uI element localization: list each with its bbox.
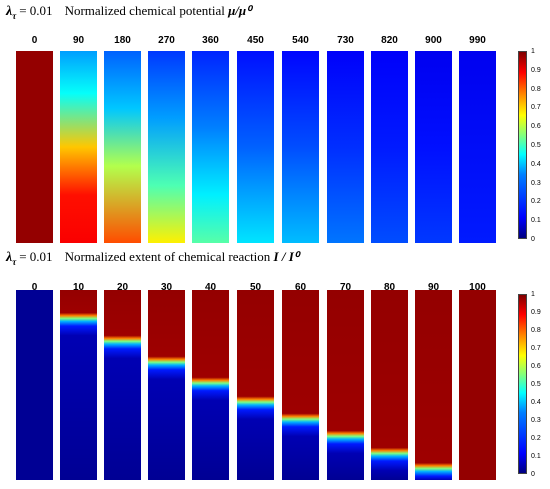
column-label: 360: [202, 35, 219, 46]
column-label: 90: [72, 35, 85, 46]
field-strip: [459, 51, 496, 243]
colorbar-tick-label: 0.6: [531, 363, 541, 370]
field-strip: [60, 51, 97, 243]
column-label: 730: [337, 35, 354, 46]
lambda-value: = 0.01: [19, 3, 53, 18]
panel2-title: Normalized extent of chemical reaction: [64, 249, 271, 264]
column-label: 20: [116, 282, 129, 293]
colorbar-tick-label: 1: [531, 48, 535, 55]
colorbar-tick-label: 0.5: [531, 142, 541, 149]
colorbar-tick-label: 0.1: [531, 453, 541, 460]
field-strip: [104, 51, 141, 243]
column-label: 0: [31, 282, 38, 293]
field-strip: [192, 290, 229, 480]
field-strip: [148, 290, 185, 480]
colorbar-tick-label: 0.8: [531, 327, 541, 334]
reaction-extent-panel: 0 10 20 30 40 50 60 70 80 90 100 1 0.9 0.8 0.7 0.6 0.5 0.…: [0, 282, 550, 487]
colorbar-tick-label: 0.5: [531, 381, 541, 388]
field-strip: [282, 290, 319, 480]
colorbar-tick-label: 0.2: [531, 198, 541, 206]
chemical-potential-panel: 0 90 180 270 360 450 540 730 820 900 990 1 0.9 0.8 0.7…: [0, 35, 550, 250]
column-label: 60: [294, 282, 307, 293]
field-strip: [282, 51, 319, 243]
field-strip: [104, 290, 141, 480]
column-label: 990: [469, 35, 486, 46]
field-strip: [237, 51, 274, 243]
field-strip: [237, 290, 274, 480]
column-label: 900: [425, 35, 442, 46]
colorbar-tick-label: 0: [531, 236, 535, 243]
column-label: 10: [72, 282, 85, 293]
column-label: 820: [381, 35, 398, 46]
colorbar: [518, 294, 527, 474]
panel1-title: Normalized chemical potential: [64, 3, 225, 18]
column-label: 100: [469, 282, 486, 293]
field-strip: [60, 290, 97, 480]
column-label: 540: [292, 35, 309, 46]
field-strip: [16, 290, 53, 480]
colorbar-tick-label: 0.7: [531, 104, 541, 112]
column-label: 270: [158, 35, 175, 46]
field-strip: [415, 51, 452, 243]
column-label: 180: [114, 35, 131, 46]
column-label: 40: [204, 282, 217, 293]
colorbar-tick-label: 0.4: [531, 399, 541, 406]
lambda-value: = 0.01: [19, 249, 53, 264]
colorbar-tick-label: 0.3: [531, 179, 541, 187]
column-label: 30: [160, 282, 173, 293]
column-label: 50: [249, 282, 262, 293]
colorbar-tick-label: 0.9: [531, 66, 541, 74]
panel2-header: λτ = 0.01 Normalized extent of chemical re…: [6, 249, 299, 267]
field-strip: [371, 51, 408, 243]
colorbar-tick-label: 0.7: [531, 345, 541, 352]
colorbar-tick-label: 0.2: [531, 435, 541, 442]
colorbar: [518, 51, 527, 239]
colorbar-tick-label: 1: [531, 291, 535, 298]
field-strip: [371, 290, 408, 480]
field-strip: [327, 290, 364, 480]
colorbar-tick-label: 0.3: [531, 417, 541, 424]
colorbar-tick-label: 0.4: [531, 160, 541, 168]
panel2-symbol: I / I⁰: [273, 249, 299, 264]
column-label: 90: [427, 282, 440, 293]
panel1-header: λτ = 0.01 Normalized chemical potential μ/…: [6, 3, 251, 21]
column-label: 0: [31, 35, 38, 46]
panel1-symbol: μ/μ⁰: [228, 3, 252, 18]
field-strip: [16, 51, 53, 243]
colorbar-tick-label: 0.8: [531, 85, 541, 93]
column-label: 80: [383, 282, 396, 293]
field-strip: [327, 51, 364, 243]
field-strip: [459, 290, 496, 480]
field-strip: [148, 51, 185, 243]
colorbar-tick-label: 0.6: [531, 123, 541, 131]
lambda-symbol: λτ: [6, 250, 17, 267]
colorbar-tick-label: 0.9: [531, 309, 541, 316]
lambda-symbol: λτ: [6, 4, 17, 21]
field-strip: [415, 290, 452, 480]
column-label: 450: [247, 35, 264, 46]
field-strip: [192, 51, 229, 243]
column-label: 70: [339, 282, 352, 293]
colorbar-tick-label: 0.1: [531, 217, 541, 225]
colorbar-tick-label: 0: [531, 471, 535, 478]
